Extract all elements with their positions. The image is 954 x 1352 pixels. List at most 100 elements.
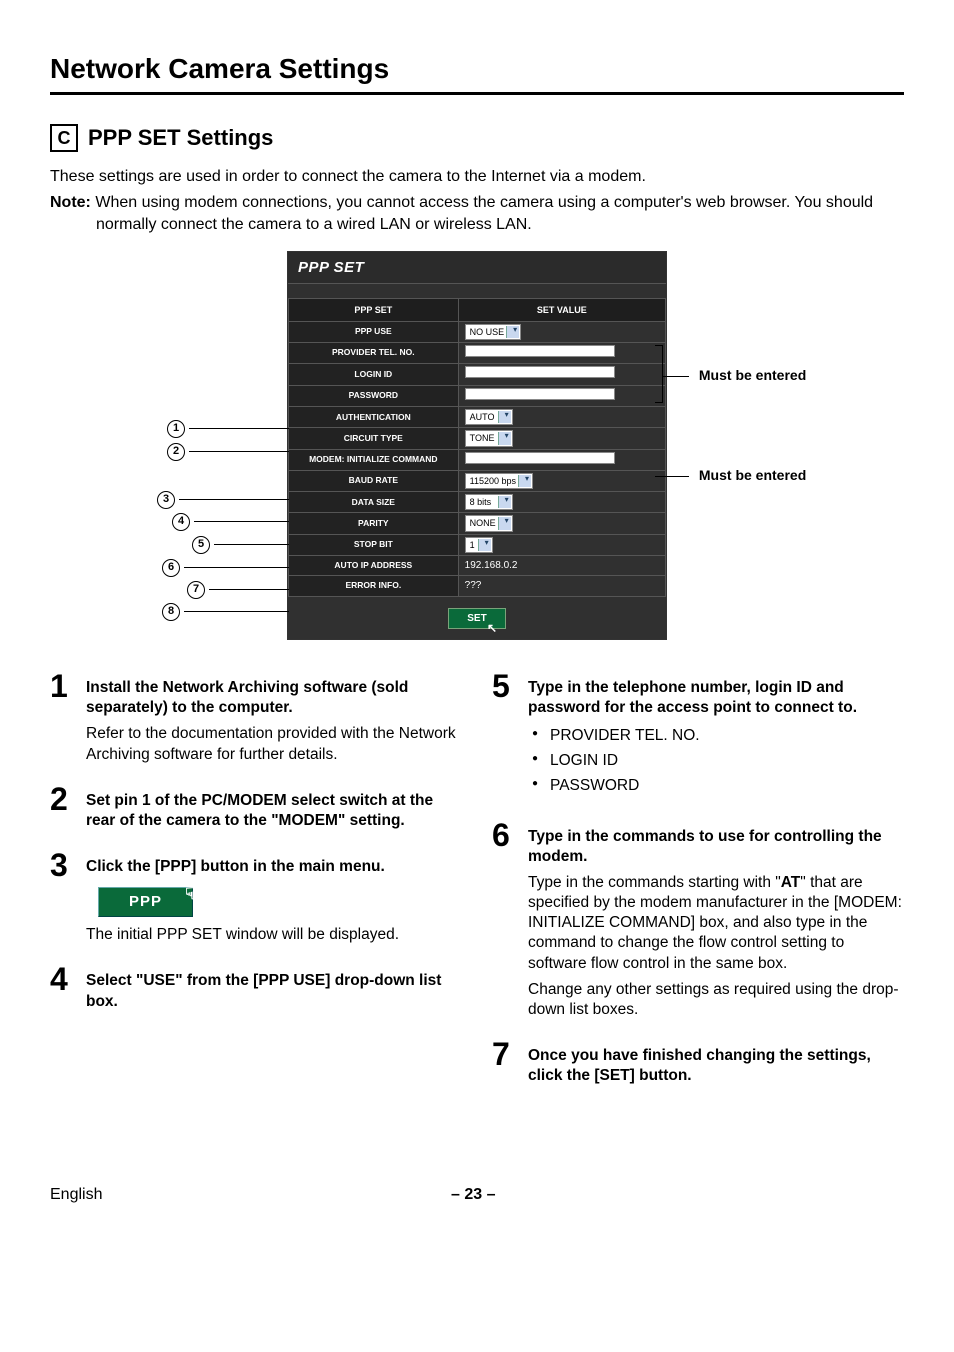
select-data-size[interactable]: 8 bits (465, 494, 513, 510)
row-circuit-type: CIRCUIT TYPE TONE (289, 428, 666, 449)
ppp-button[interactable]: PPP ☟ (98, 887, 193, 917)
step-text-6a: Type in the commands starting with "AT" … (528, 873, 904, 974)
value-auto-ip: 192.168.0.2 (465, 560, 518, 571)
note-text: When using modem connections, you cannot… (95, 194, 873, 233)
label-error-info: ERROR INFO. (289, 576, 459, 596)
label-auto-ip: AUTO IP ADDRESS (289, 555, 459, 575)
bullet-provider-tel: PROVIDER TEL. NO. (532, 724, 904, 749)
num-circle-7: 7 (187, 581, 205, 599)
label-password: PASSWORD (289, 385, 459, 407)
section-letter-box: C (50, 124, 78, 152)
label-provider-tel: PROVIDER TEL. NO. (289, 342, 459, 364)
step-text-1: Refer to the documentation provided with… (86, 724, 462, 764)
step-7: 7 Once you have finished changing the se… (492, 1038, 904, 1092)
step-head-5: Type in the telephone number, login ID a… (528, 678, 904, 718)
value-error-info: ??? (465, 580, 482, 591)
num-circle-5: 5 (192, 536, 210, 554)
row-auto-ip: AUTO IP ADDRESS 192.168.0.2 (289, 555, 666, 575)
input-provider-tel[interactable] (465, 345, 615, 357)
intro-line: These settings are used in order to conn… (50, 166, 904, 188)
ppp-table: PPP SET SET VALUE PPP USE NO USE PROVIDE… (288, 298, 666, 597)
step-head-1: Install the Network Archiving software (… (86, 678, 462, 718)
footer-page-number: – 23 – (451, 1184, 495, 1206)
page-footer: English – 23 – (50, 1184, 904, 1206)
select-ppp-use[interactable]: NO USE (465, 324, 522, 340)
input-password[interactable] (465, 388, 615, 400)
callout-num-5: 5 (192, 534, 289, 553)
callout-num-3: 3 (157, 489, 289, 508)
label-circuit-type: CIRCUIT TYPE (289, 428, 459, 449)
bullet-password: PASSWORD (532, 774, 904, 799)
label-data-size: DATA SIZE (289, 492, 459, 513)
select-stop-bit[interactable]: 1 (465, 537, 493, 553)
select-circuit-type[interactable]: TONE (465, 430, 513, 446)
step-num-6: 6 (492, 819, 518, 1026)
steps-columns: 1 Install the Network Archiving software… (50, 670, 904, 1104)
ppp-diagram: PPP SET PPP SET SET VALUE PPP USE NO USE… (127, 251, 827, 640)
step-5: 5 Type in the telephone number, login ID… (492, 670, 904, 807)
right-column: 5 Type in the telephone number, login ID… (492, 670, 904, 1104)
row-ppp-use: PPP USE NO USE (289, 321, 666, 342)
callout-num-7: 7 (187, 579, 289, 598)
step-4: 4 Select "USE" from the [PPP USE] drop-d… (50, 963, 462, 1017)
ppp-set-panel: PPP SET PPP SET SET VALUE PPP USE NO USE… (287, 251, 667, 640)
num-circle-6: 6 (162, 559, 180, 577)
select-authentication[interactable]: AUTO (465, 409, 513, 425)
row-provider-tel: PROVIDER TEL. NO. (289, 342, 666, 364)
page-title: Network Camera Settings (50, 50, 904, 95)
label-baud-rate: BAUD RATE (289, 471, 459, 492)
num-circle-4: 4 (172, 513, 190, 531)
callout-text-1: Must be entered (699, 367, 806, 383)
set-button-label: SET (467, 613, 486, 624)
callout-bracket-1 (655, 345, 663, 403)
input-modem-init[interactable] (465, 452, 615, 464)
set-row: SET ↖ (288, 597, 666, 640)
select-baud-rate[interactable]: 115200 bps (465, 473, 533, 489)
ppp-button-label: PPP (129, 893, 162, 910)
step-head-2: Set pin 1 of the PC/MODEM select switch … (86, 791, 462, 831)
row-baud-rate: BAUD RATE 115200 bps (289, 471, 666, 492)
step-num-2: 2 (50, 783, 76, 837)
section-title: PPP SET Settings (88, 123, 273, 153)
num-circle-8: 8 (162, 603, 180, 621)
step-head-3: Click the [PPP] button in the main menu. (86, 857, 462, 877)
callout-num-1: 1 (167, 418, 289, 437)
step-2: 2 Set pin 1 of the PC/MODEM select switc… (50, 783, 462, 837)
set-button[interactable]: SET ↖ (448, 608, 505, 630)
step-6: 6 Type in the commands to use for contro… (492, 819, 904, 1026)
label-parity: PARITY (289, 513, 459, 534)
col-header-right: SET VALUE (458, 298, 665, 321)
callout-num-4: 4 (172, 511, 289, 530)
step-head-6: Type in the commands to use for controll… (528, 827, 904, 867)
step-head-4: Select "USE" from the [PPP USE] drop-dow… (86, 971, 462, 1011)
input-login-id[interactable] (465, 366, 615, 378)
num-circle-2: 2 (167, 443, 185, 461)
callout-num-6: 6 (162, 557, 289, 576)
step-num-7: 7 (492, 1038, 518, 1092)
num-circle-3: 3 (157, 491, 175, 509)
label-authentication: AUTHENTICATION (289, 407, 459, 428)
callout-num-8: 8 (162, 601, 289, 620)
callout-num-2: 2 (167, 441, 289, 460)
row-login-id: LOGIN ID (289, 364, 666, 386)
step-1: 1 Install the Network Archiving software… (50, 670, 462, 771)
step-text-3: The initial PPP SET window will be displ… (86, 925, 462, 945)
step-num-1: 1 (50, 670, 76, 771)
left-column: 1 Install the Network Archiving software… (50, 670, 462, 1104)
row-data-size: DATA SIZE 8 bits (289, 492, 666, 513)
ppp-panel-header: PPP SET (288, 252, 666, 283)
step-num-5: 5 (492, 670, 518, 807)
footer-language: English (50, 1184, 102, 1206)
step-text-6b: Change any other settings as required us… (528, 980, 904, 1020)
intro-block: These settings are used in order to conn… (50, 166, 904, 235)
callout-text-2: Must be entered (699, 467, 806, 483)
row-error-info: ERROR INFO. ??? (289, 576, 666, 596)
section-heading: C PPP SET Settings (50, 123, 904, 153)
step-num-3: 3 (50, 849, 76, 952)
select-parity[interactable]: NONE (465, 515, 513, 531)
label-ppp-use: PPP USE (289, 321, 459, 342)
num-circle-1: 1 (167, 420, 185, 438)
row-stop-bit: STOP BIT 1 (289, 534, 666, 555)
row-password: PASSWORD (289, 385, 666, 407)
label-modem-init: MODEM: INITIALIZE COMMAND (289, 449, 459, 471)
